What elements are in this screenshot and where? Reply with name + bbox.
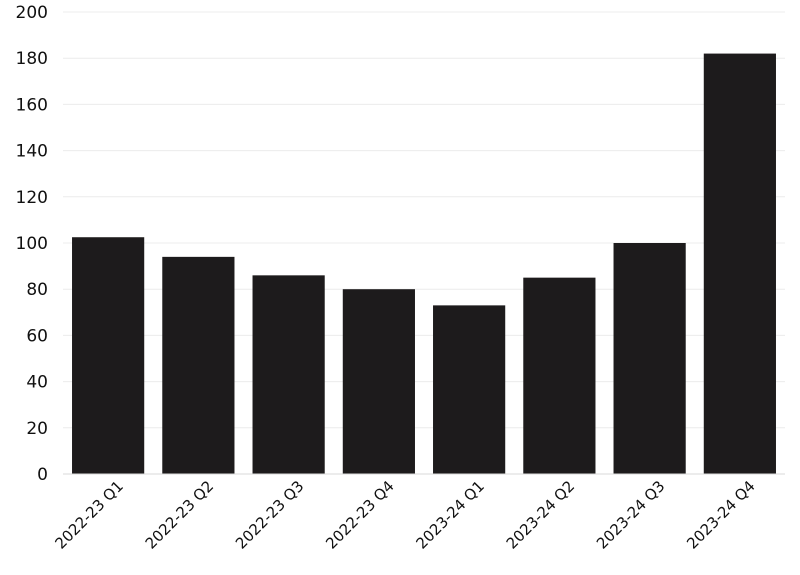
y-tick-label: 20 <box>26 419 48 439</box>
bar <box>252 275 325 474</box>
x-tick-label: 2023-24 Q3 <box>593 477 669 553</box>
y-tick-label: 160 <box>16 95 48 115</box>
bar <box>162 256 235 474</box>
x-tick-label: 2022-23 Q2 <box>142 477 218 553</box>
y-tick-label: 200 <box>16 3 48 23</box>
bar <box>703 53 776 475</box>
y-tick-label: 80 <box>26 280 48 300</box>
bar <box>523 277 596 474</box>
x-tick-label: 2023-24 Q4 <box>683 477 759 553</box>
x-tick-label: 2022-23 Q1 <box>51 477 127 553</box>
bar <box>433 305 506 474</box>
bar <box>613 243 686 474</box>
x-tick-label: 2023-24 Q1 <box>412 477 488 553</box>
y-tick-label: 40 <box>26 373 48 393</box>
y-tick-label: 180 <box>16 49 48 69</box>
y-tick-label: 140 <box>16 142 48 162</box>
y-tick-label: 100 <box>16 234 48 254</box>
x-tick-label: 2022-23 Q4 <box>322 477 398 553</box>
bars <box>72 53 776 475</box>
x-tick-label: 2023-24 Q2 <box>503 477 579 553</box>
y-tick-label: 60 <box>26 326 48 346</box>
x-axis-ticks: 2022-23 Q1 2022-23 Q2 2022-23 Q3 2022-23 Q4… <box>51 477 758 553</box>
x-tick-label: 2022-23 Q3 <box>232 477 308 553</box>
y-tick-label: 0 <box>37 465 48 485</box>
y-axis-ticks: 0 20 40 60 80 100 120 140 160 180 200 <box>16 3 48 485</box>
y-tick-label: 120 <box>16 188 48 208</box>
bar <box>72 237 145 474</box>
bar <box>342 289 415 474</box>
